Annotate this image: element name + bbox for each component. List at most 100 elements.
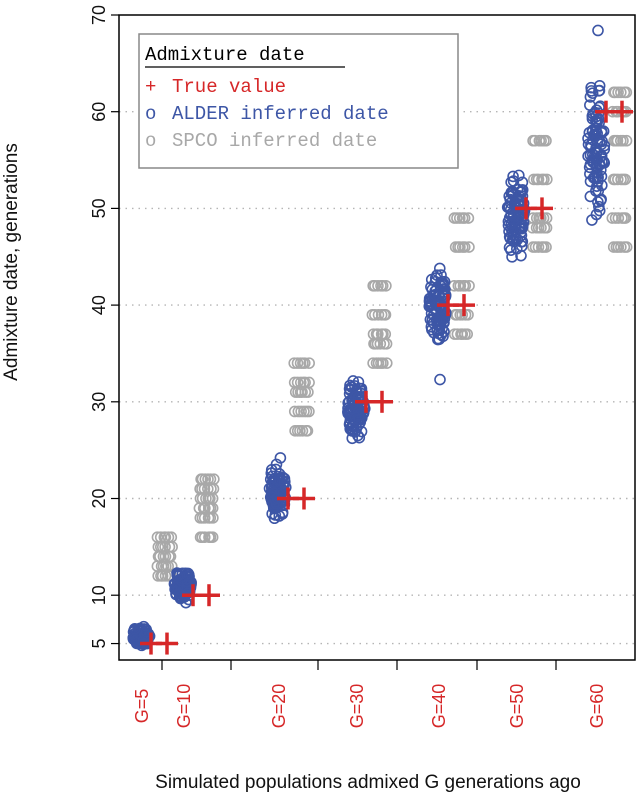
spco-point [458,241,471,253]
y-tick-label: 30 [89,392,109,412]
spco-point [615,241,627,253]
alder-point [591,135,604,148]
spco-point [620,86,633,99]
alder-point [347,398,359,411]
legend-entry-true-label: True value [172,76,286,98]
alder-point [270,498,283,510]
alder-point [584,190,597,203]
y-tick-label: 50 [89,198,109,218]
spco-point [459,279,472,292]
alder-point [506,233,519,246]
spco-point [377,357,389,369]
y-tick-label: 70 [89,5,109,25]
spco-point [372,308,385,321]
spco-point [612,173,624,186]
alder-point [507,170,519,183]
alder-point [589,129,602,141]
spco-point [617,134,629,147]
spco-point [620,241,633,253]
spco-point [529,134,541,147]
spco-point [372,279,384,292]
legend-title: Admixture date [145,44,305,66]
alder-point [593,84,606,97]
alder-point [516,176,529,189]
spco-point [296,425,309,437]
alder-point [434,373,446,386]
alder-point [268,487,280,499]
alder-point [432,333,444,346]
true-value-marker [371,390,393,413]
spco-point [615,86,627,99]
x-tick-label: G=50 [507,684,527,729]
y-tick-label: 5 [89,639,109,649]
spco-point [369,279,381,292]
spco-point [303,405,315,418]
alder-point [593,204,606,217]
alder-point [429,288,441,301]
true-value-markers [140,100,633,655]
alder-point [505,244,517,256]
alder-point [592,24,604,37]
spco-point [458,212,471,224]
spco-point [380,279,392,292]
legend-entry-alder-label: ALDER inferred date [172,103,389,125]
spco-point [462,212,475,224]
spco-point [198,531,211,543]
legend-entry-spco-symbol: o [145,130,156,152]
legend-entry-spco: o SPCO inferred date [145,130,377,152]
alder-point [505,222,517,235]
x-tick-label: G=20 [269,684,289,729]
spco-point [620,134,633,147]
alder-point [584,99,596,111]
spco-point [372,328,384,340]
y-tick-label: 40 [89,295,109,315]
x-tick-label: G=30 [347,684,367,729]
y-tick-label: 20 [89,488,109,508]
spco-point [538,173,550,186]
alder-point [270,458,283,471]
spco-point [303,376,315,389]
spco-point [451,308,463,321]
spco-point [540,134,552,147]
plot-frame [118,14,636,661]
spco-point [463,241,475,253]
alder-point [586,126,599,138]
spco-point [619,212,632,224]
alder-point [505,208,518,220]
alder-point [347,375,359,387]
spco-point [208,473,220,485]
alder-point [584,158,597,171]
spco-point [151,531,164,543]
spco-point [204,473,217,485]
alder-point [596,179,608,192]
spco-point [379,328,392,340]
alder-point [353,413,366,426]
true-value-marker [611,100,633,123]
legend-entry-alder-symbol: o [145,103,156,125]
true-value-marker [156,632,178,655]
spco-point [463,279,475,292]
spco-point [454,279,467,292]
alder-point [431,269,443,281]
alder-point [353,431,366,444]
alder-point [435,269,447,281]
spco-point [456,308,469,321]
alder-point [274,452,287,464]
spco-point [288,405,301,418]
alder-point [269,476,281,489]
alder-point [431,318,443,330]
x-tick-label: G=10 [174,684,194,729]
y-axis-label: Admixture date, generations [1,143,22,381]
true-value-marker [531,197,553,220]
spco-point [165,531,178,543]
alder-point [181,575,193,588]
alder-point [433,262,446,275]
alder-point [430,313,443,326]
legend-entry-true-symbol: + [145,76,156,98]
spco-point [291,376,304,389]
true-value-marker [198,584,220,607]
spco-point [532,241,545,253]
alder-point [586,87,599,99]
alder-point [585,139,597,151]
